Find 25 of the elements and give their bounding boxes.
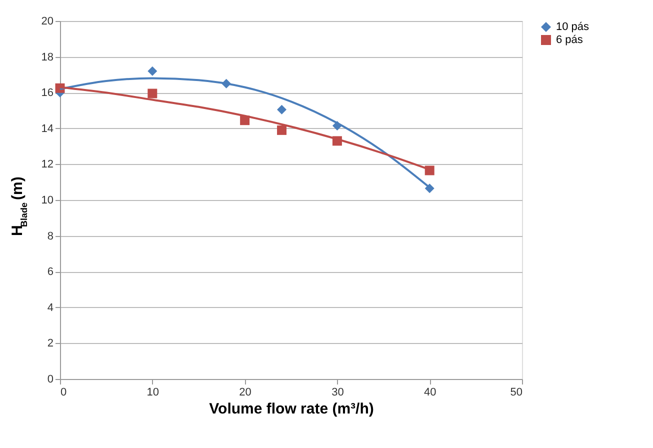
y-tick-label: 10 <box>41 194 54 206</box>
y-tick-label: 0 <box>47 374 54 386</box>
x-tick-label: 20 <box>239 386 252 398</box>
x-tick-label: 40 <box>424 386 436 398</box>
x-tick-label: 30 <box>332 386 344 398</box>
y-tick-label: 20 <box>41 16 54 28</box>
y-tick-label: 2 <box>47 338 54 350</box>
y-axis-title: HBlade (m) <box>9 176 29 236</box>
y-tick-label: 4 <box>47 302 54 314</box>
y-tick-label: 8 <box>47 230 54 242</box>
point <box>277 104 287 114</box>
point <box>148 66 158 76</box>
point <box>148 88 158 98</box>
x-tick-label: 50 <box>510 386 522 398</box>
x-axis-title: Volume flow rate (m³/h) <box>209 400 374 418</box>
y-tick-label: 12 <box>41 158 54 171</box>
legend-label: 6 pás <box>556 34 584 46</box>
y-tick-label: 18 <box>41 51 54 64</box>
legend-label: 10 pás <box>556 21 590 33</box>
point <box>277 125 287 135</box>
x-tick-label: 0 <box>60 386 67 398</box>
y-tick-label: 6 <box>47 266 54 278</box>
y-tick-label: 14 <box>41 122 54 135</box>
y-tick-label: 16 <box>41 87 54 100</box>
x-tick-label: 10 <box>146 386 160 398</box>
